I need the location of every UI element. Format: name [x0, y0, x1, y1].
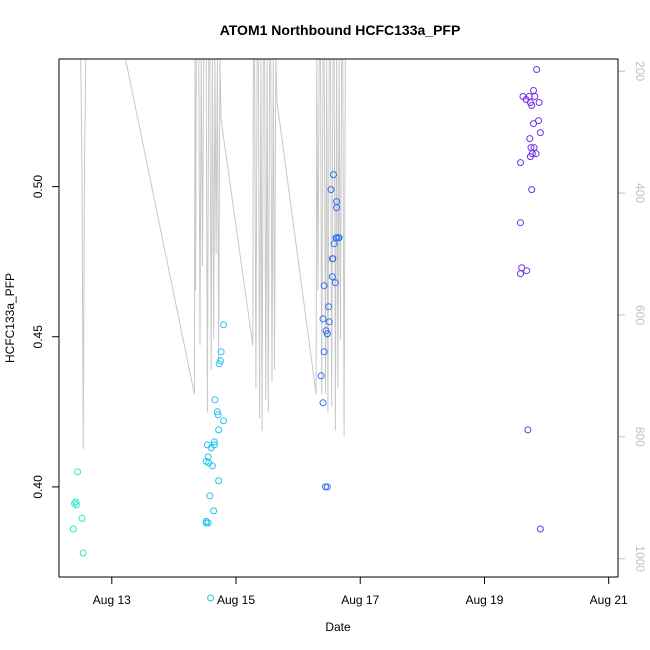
x-tick-label: Aug 17 [341, 593, 379, 607]
data-point [202, 519, 210, 527]
data-point [333, 198, 341, 206]
data-point [530, 120, 537, 128]
data-point [335, 234, 343, 242]
data-point [211, 396, 219, 404]
data-point [217, 357, 224, 365]
data-point [532, 150, 540, 158]
data-point [220, 417, 228, 425]
data-point [210, 507, 218, 515]
data-point [210, 438, 218, 446]
secondary-tick-label: 200 [633, 61, 647, 81]
secondary-tick-label: 800 [633, 427, 647, 447]
data-point [317, 372, 325, 380]
data-point [79, 549, 87, 557]
secondary-tick-label: 400 [633, 183, 647, 203]
data-point [210, 441, 218, 449]
data-point [215, 426, 223, 434]
secondary-tick-label: 1000 [633, 545, 647, 572]
y-tick-label: 0.45 [31, 325, 45, 349]
x-tick-label: Aug 13 [93, 593, 131, 607]
data-point [517, 159, 524, 167]
y-tick-label: 0.40 [31, 475, 45, 499]
data-point [319, 315, 327, 323]
data-point [220, 321, 228, 329]
points-layer [69, 66, 544, 602]
data-point [206, 492, 214, 500]
data-point [524, 426, 532, 434]
data-point [207, 594, 215, 602]
altitude-line-layer [74, 58, 347, 450]
data-point [517, 270, 524, 278]
data-point [71, 499, 78, 507]
x-tick-label: Aug 19 [465, 593, 503, 607]
data-point [215, 477, 223, 485]
data-point [204, 519, 212, 527]
chart-title: ATOM1 Northbound HCFC133a_PFP [220, 22, 461, 38]
data-point [333, 234, 341, 242]
data-point [320, 282, 328, 290]
x-tick-label: Aug 21 [590, 593, 628, 607]
data-point [72, 501, 80, 509]
data-point [535, 99, 543, 106]
data-point [74, 468, 82, 476]
data-point [323, 483, 331, 491]
data-point [528, 186, 536, 194]
data-point [526, 153, 534, 161]
secondary-tick-label: 600 [633, 305, 647, 325]
data-point [208, 462, 216, 470]
data-point [325, 303, 333, 311]
data-point [319, 399, 327, 407]
data-point [526, 135, 534, 143]
data-point [78, 514, 86, 522]
data-point [69, 525, 77, 533]
data-point [328, 255, 336, 263]
data-point [536, 525, 544, 533]
data-point [217, 348, 225, 356]
data-point [320, 348, 328, 356]
plot-frame [58, 58, 619, 578]
data-point [536, 129, 544, 137]
y-tick-label: 0.50 [31, 175, 45, 199]
x-tick-label: Aug 15 [217, 593, 255, 607]
data-point [330, 171, 337, 179]
data-point [325, 318, 333, 326]
data-point [533, 66, 541, 73]
x-axis-label: Date [325, 620, 351, 634]
data-point [517, 219, 524, 227]
altitude-line [74, 58, 347, 450]
data-point [535, 117, 542, 125]
data-point [213, 408, 221, 416]
data-point [214, 411, 222, 419]
data-point [323, 330, 331, 338]
data-point [530, 87, 537, 94]
data-point [523, 267, 531, 275]
data-point [331, 279, 339, 287]
data-point [328, 273, 336, 281]
y-axis-label: HCFC133a_PFP [3, 273, 17, 363]
data-point [327, 186, 335, 194]
data-point [72, 498, 80, 506]
data-point [531, 93, 539, 100]
data-point [528, 102, 536, 109]
